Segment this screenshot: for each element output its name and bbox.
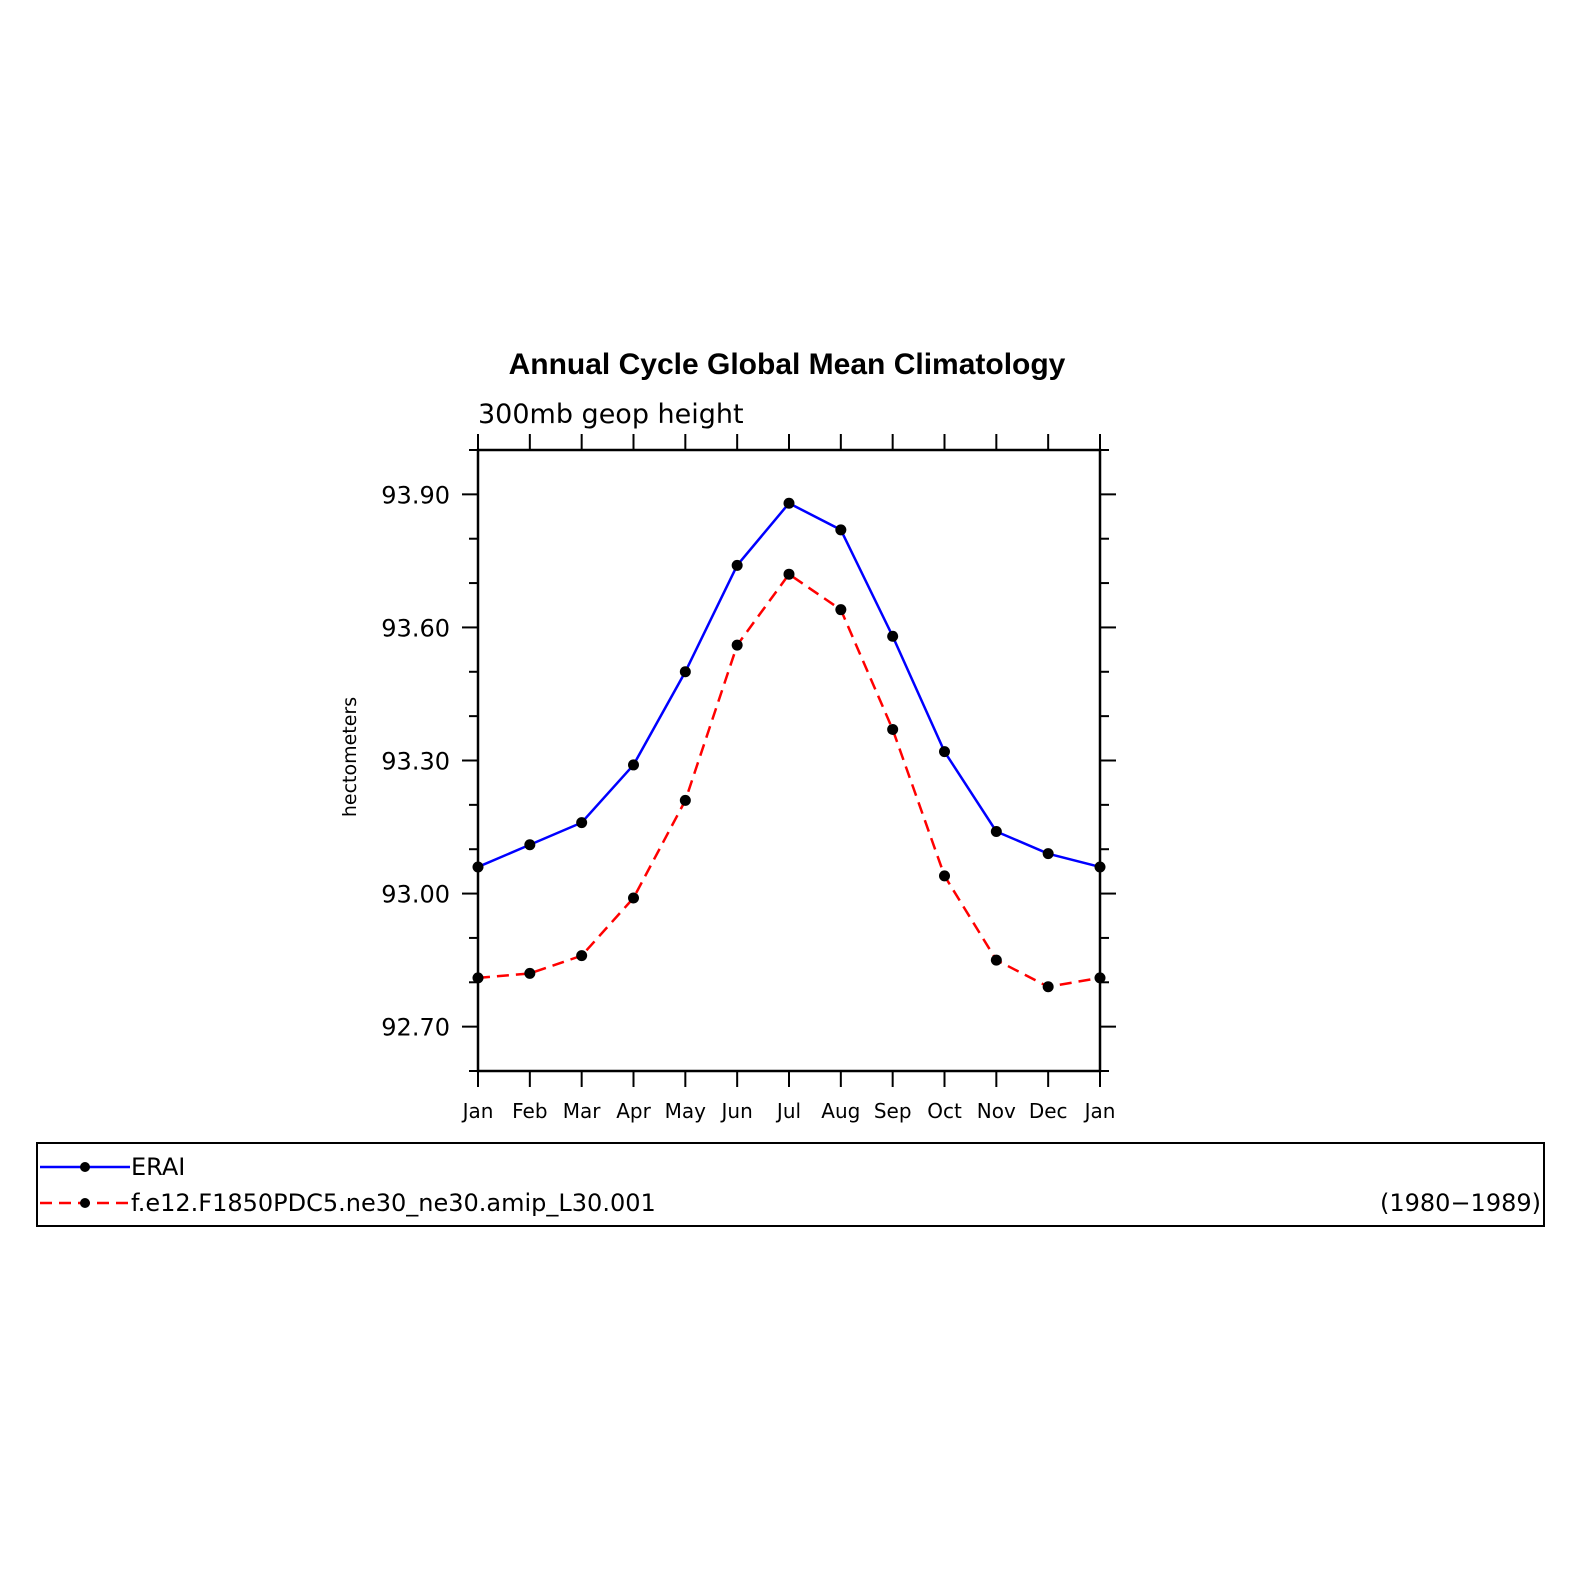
series-1-point	[835, 604, 847, 616]
x-tick-label: Jan	[1083, 1099, 1116, 1123]
series-1-point	[472, 972, 484, 984]
x-tick-label: Aug	[821, 1099, 860, 1123]
series-0-point	[472, 861, 484, 873]
legend-marker-model	[80, 1198, 90, 1208]
x-tick-label: May	[665, 1099, 707, 1123]
x-tick-label: Dec	[1029, 1099, 1068, 1123]
series-1-point	[679, 794, 691, 806]
y-tick-label: 92.70	[381, 1014, 450, 1042]
chart-title: Annual Cycle Global Mean Climatology	[509, 348, 1066, 381]
chart-subtitle: 300mb geop height	[478, 399, 744, 430]
x-tick-label: Oct	[927, 1099, 962, 1123]
series-0-point	[887, 630, 899, 642]
series-1-point	[1042, 981, 1054, 993]
y-axis: 92.70 93.00 93.30 93.60 93.90	[381, 449, 1116, 1072]
series-0-point	[783, 497, 795, 509]
series-0-point	[576, 817, 588, 829]
y-axis-label: hectometers	[339, 697, 361, 817]
x-tick-label: Jan	[461, 1099, 494, 1123]
series-0-point	[628, 759, 639, 771]
x-tick-label: Mar	[563, 1099, 602, 1123]
series-1-point	[887, 723, 899, 735]
series-1-point	[524, 967, 536, 979]
series-1-point	[783, 568, 795, 580]
y-tick-label: 93.90	[381, 481, 450, 509]
plot-frame	[476, 448, 1102, 1073]
y-tick-label: 93.60	[381, 614, 450, 642]
series-0-point	[679, 666, 691, 678]
legend-box	[36, 1142, 1545, 1227]
x-axis: Jan Feb Mar Apr May Jun Jul Aug Sep Oct Nov Dec Jan	[461, 434, 1116, 1123]
legend-period: (1980−1989)	[1380, 1189, 1541, 1217]
series-0-point	[835, 524, 847, 536]
legend: ERAI f.e12.F1850PDC5.ne30_ne30.amip_L30.…	[36, 1142, 1545, 1227]
legend-marker-erai	[80, 1162, 90, 1172]
series-1-point	[990, 954, 1002, 966]
series-0-point	[1094, 861, 1106, 873]
series-1-point	[731, 639, 743, 651]
legend-label-erai: ERAI	[131, 1153, 185, 1181]
series-1-point	[1094, 972, 1106, 984]
x-tick-label: Jul	[775, 1099, 801, 1123]
series-0-point	[524, 839, 536, 851]
series-0-point	[731, 559, 743, 571]
series-1-point	[628, 892, 639, 904]
x-tick-label: Jun	[720, 1099, 753, 1123]
x-tick-label: Apr	[616, 1099, 651, 1123]
series-0-point	[990, 825, 1002, 837]
legend-label-model: f.e12.F1850PDC5.ne30_ne30.amip_L30.001	[131, 1189, 656, 1217]
series-line-0	[477, 501, 1101, 869]
series-line-1	[477, 572, 1101, 989]
x-tick-label: Feb	[512, 1099, 547, 1123]
x-tick-label: Sep	[874, 1099, 912, 1123]
x-tick-label: Nov	[977, 1099, 1016, 1123]
series-0-point	[939, 746, 950, 758]
series-1-point	[576, 950, 588, 962]
series-0-point	[1042, 848, 1054, 860]
series-1-point	[939, 870, 950, 882]
series-layer	[472, 497, 1106, 993]
y-tick-label: 93.00	[381, 881, 450, 909]
y-tick-label: 93.30	[381, 748, 450, 776]
